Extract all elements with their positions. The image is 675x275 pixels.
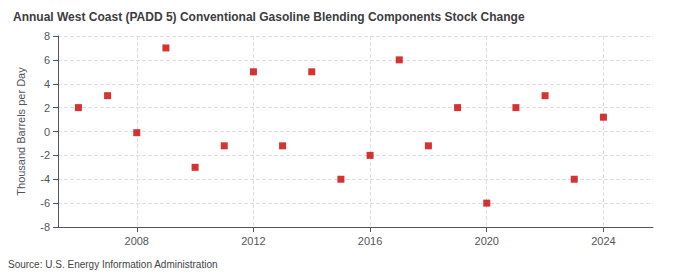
svg-text:-6: -6 bbox=[40, 197, 50, 209]
svg-text:2024: 2024 bbox=[591, 235, 615, 247]
svg-text:2012: 2012 bbox=[241, 235, 265, 247]
svg-text:6: 6 bbox=[44, 54, 50, 66]
svg-text:-2: -2 bbox=[40, 149, 50, 161]
svg-text:-8: -8 bbox=[40, 221, 50, 233]
svg-text:0: 0 bbox=[44, 126, 50, 138]
svg-text:Thousand Barrels per Day: Thousand Barrels per Day bbox=[15, 67, 27, 196]
svg-text:Annual West Coast (PADD 5) Con: Annual West Coast (PADD 5) Conventional … bbox=[13, 10, 525, 24]
svg-text:2020: 2020 bbox=[475, 235, 499, 247]
svg-text:2016: 2016 bbox=[358, 235, 382, 247]
svg-text:2: 2 bbox=[44, 102, 50, 114]
svg-text:8: 8 bbox=[44, 30, 50, 42]
svg-text:-4: -4 bbox=[40, 173, 50, 185]
svg-text:Source: U.S. Energy Informatio: Source: U.S. Energy Information Administ… bbox=[8, 259, 218, 270]
svg-text:4: 4 bbox=[44, 78, 50, 90]
svg-text:2008: 2008 bbox=[125, 235, 149, 247]
